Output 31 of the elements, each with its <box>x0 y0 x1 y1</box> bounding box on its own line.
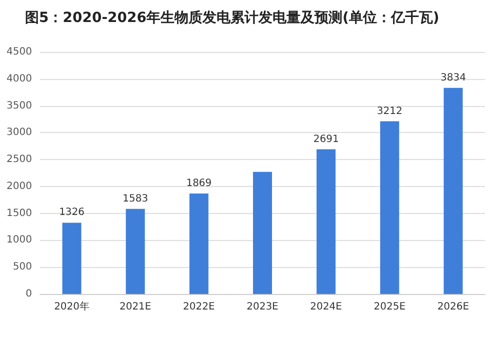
bar <box>444 88 463 294</box>
data-label: 1583 <box>122 193 148 204</box>
bar <box>126 208 145 294</box>
chart-title: 图5：2020-2026年生物质发电累计发电量及预测(单位：亿千瓦) <box>25 9 440 26</box>
y-tick-label: 1500 <box>6 208 32 219</box>
x-tick-label: 2021E <box>119 302 152 312</box>
bar <box>62 222 82 294</box>
x-tick-label: 2022E <box>183 302 215 312</box>
data-label: 1326 <box>59 207 85 218</box>
y-tick-label: 3500 <box>6 100 32 112</box>
y-tick-label: 500 <box>12 262 32 273</box>
data-label: 3834 <box>440 72 466 84</box>
bar <box>316 149 336 294</box>
y-tick-label: 2500 <box>6 154 32 166</box>
y-tick-label: 0 <box>26 288 32 300</box>
bar <box>189 193 208 294</box>
data-label: 3212 <box>376 106 402 117</box>
y-tick-label: 3000 <box>6 127 32 138</box>
x-tick-label: 2024E <box>310 302 342 312</box>
y-tick-label: 2000 <box>6 180 32 192</box>
y-tick-label: 1000 <box>6 234 32 246</box>
data-label: 1869 <box>186 178 212 189</box>
bar <box>380 121 400 294</box>
x-tick-label: 2025E <box>374 302 406 312</box>
x-tick-label: 2023E <box>246 302 278 312</box>
bar <box>253 172 272 294</box>
x-tick-label: 2020年 <box>54 300 90 312</box>
x-tick-label: 2026E <box>437 302 470 312</box>
y-tick-label: 4000 <box>6 73 32 84</box>
data-label: 2691 <box>313 134 339 145</box>
y-tick-label: 4500 <box>6 46 32 58</box>
